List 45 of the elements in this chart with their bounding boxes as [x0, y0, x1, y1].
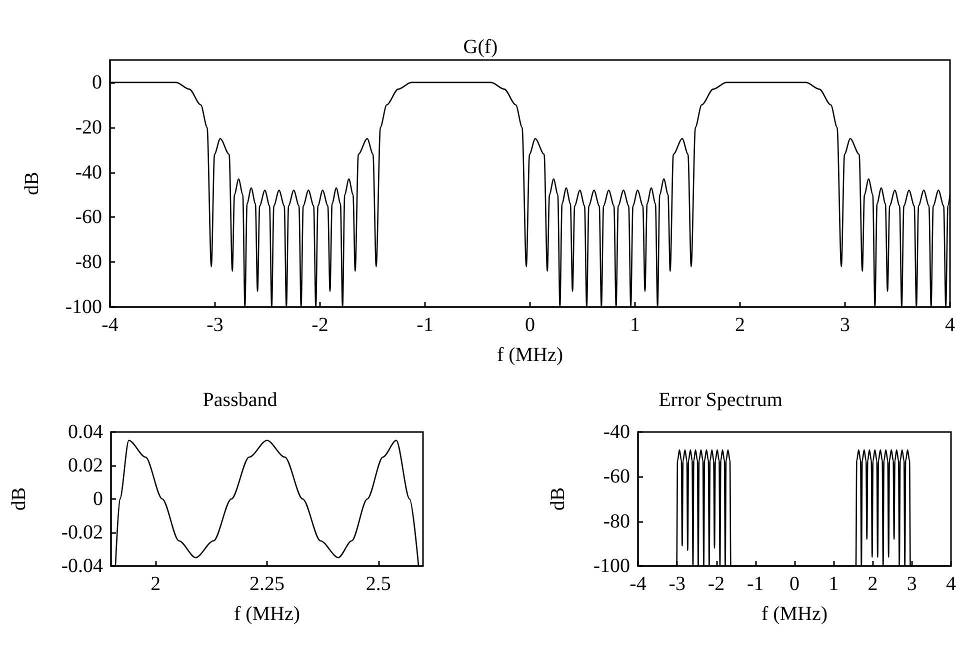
y-tick-label: -80: [603, 510, 630, 532]
y-tick-label: -80: [75, 251, 102, 274]
x-axis-title: f (MHz): [761, 603, 828, 625]
y-tick-label: -60: [603, 466, 630, 488]
y-axis-title: dB: [21, 172, 43, 196]
chart-title: Passband: [202, 389, 278, 411]
x-axis-title: f (MHz): [496, 344, 564, 366]
x-tick-label: 2: [735, 314, 745, 336]
y-tick-label: -20: [75, 116, 102, 138]
y-tick-label: -100: [593, 555, 630, 577]
x-axis-title: f (MHz): [234, 603, 300, 625]
x-tick-label: -1: [747, 573, 764, 595]
y-tick-label: 0.04: [68, 421, 103, 443]
y-tick-label: 0: [92, 71, 102, 94]
chart-title: G(f): [463, 36, 498, 58]
x-tick-label: 3: [906, 573, 917, 595]
y-tick-label: -60: [75, 206, 102, 228]
x-tick-label: 4: [946, 573, 956, 595]
x-tick-label: -3: [668, 573, 686, 595]
x-tick-label: -2: [312, 314, 328, 336]
x-tick-label: 2.5: [366, 573, 391, 595]
y-axis-title: dB: [8, 487, 30, 511]
y-axis-title: dB: [547, 487, 569, 511]
x-tick-label: 0: [525, 314, 535, 336]
x-tick-label: -4: [630, 573, 646, 595]
x-tick-label: -2: [708, 573, 725, 595]
y-tick-label: -0.04: [61, 555, 103, 577]
y-tick-label: -100: [65, 296, 102, 318]
x-tick-label: 0: [790, 573, 800, 595]
x-tick-label: -1: [416, 314, 434, 336]
x-tick-label: 2: [868, 573, 878, 595]
y-tick-label: 0.02: [68, 454, 103, 476]
y-tick-label: -0.02: [61, 522, 103, 544]
chart-title: Error Spectrum: [658, 389, 783, 411]
y-tick-label: 0: [93, 488, 103, 510]
x-tick-label: 4: [945, 314, 955, 336]
x-tick-label: -4: [102, 314, 118, 336]
y-tick-label: -40: [603, 421, 630, 443]
x-tick-label: 2.25: [250, 573, 284, 595]
x-tick-label: 1: [828, 573, 839, 595]
x-tick-label: 2: [150, 573, 161, 595]
x-tick-label: 3: [840, 314, 850, 336]
x-tick-label: -3: [206, 314, 224, 336]
y-tick-label: -40: [75, 161, 102, 184]
x-tick-label: 1: [630, 314, 640, 336]
